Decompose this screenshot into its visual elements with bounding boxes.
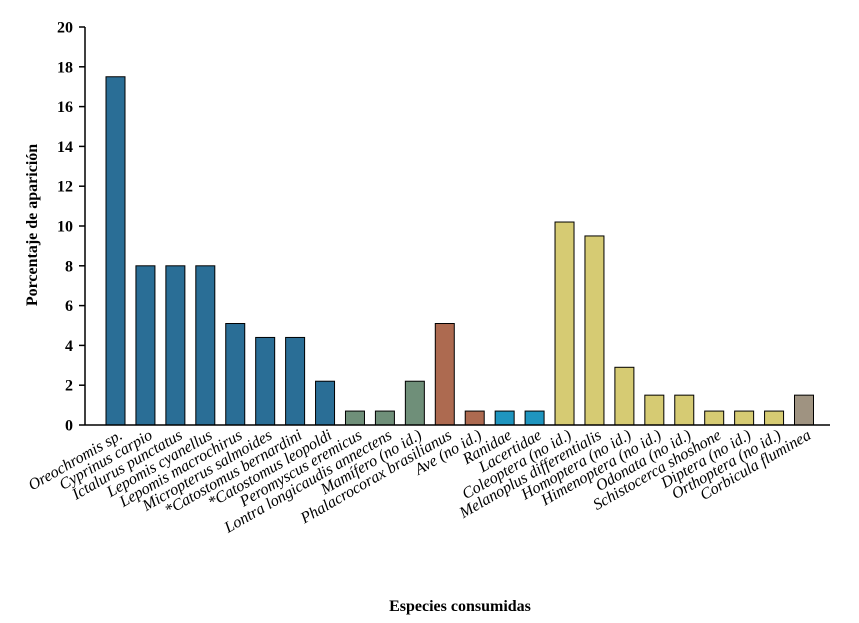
bar	[704, 410, 725, 426]
y-axis-ticks: 0 2 4 6 8 10 12 14 16 18 20	[57, 20, 85, 435]
bar	[494, 410, 515, 426]
y-tick-label: 20	[57, 20, 73, 37]
y-tick-label: 14	[57, 139, 73, 156]
bar	[764, 410, 785, 426]
y-tick-label: 4	[65, 338, 73, 355]
bar	[165, 265, 186, 426]
bar	[614, 366, 635, 426]
bar	[285, 336, 306, 426]
bar	[344, 410, 365, 426]
y-tick-label: 0	[65, 418, 73, 435]
bar	[135, 265, 156, 426]
bar	[524, 410, 545, 426]
bar	[225, 323, 246, 426]
bar	[434, 323, 455, 426]
bar	[644, 394, 665, 426]
y-tick-label: 8	[65, 258, 73, 275]
x-axis-category-labels: Oreochromis sp.Cyprinus carpioIctalurus …	[26, 427, 814, 537]
bar	[255, 336, 276, 426]
bar	[554, 221, 575, 426]
y-tick-label: 18	[57, 59, 73, 76]
bar	[374, 410, 395, 426]
y-tick-label: 10	[57, 219, 73, 236]
y-tick-label: 6	[65, 298, 73, 315]
bar	[464, 410, 485, 426]
bar	[794, 394, 814, 426]
y-axis-title: Porcentaje de aparición	[24, 144, 41, 306]
bar	[315, 380, 336, 426]
y-tick-label: 12	[57, 179, 73, 196]
bar	[584, 235, 605, 426]
bar	[195, 265, 216, 426]
bar	[674, 394, 695, 426]
bar	[734, 410, 755, 426]
x-axis-title: Especies consumidas	[389, 598, 531, 615]
y-tick-label: 2	[65, 378, 73, 395]
y-tick-label: 16	[57, 99, 73, 116]
bars	[105, 76, 814, 426]
bar	[105, 76, 126, 426]
bar	[404, 380, 425, 426]
